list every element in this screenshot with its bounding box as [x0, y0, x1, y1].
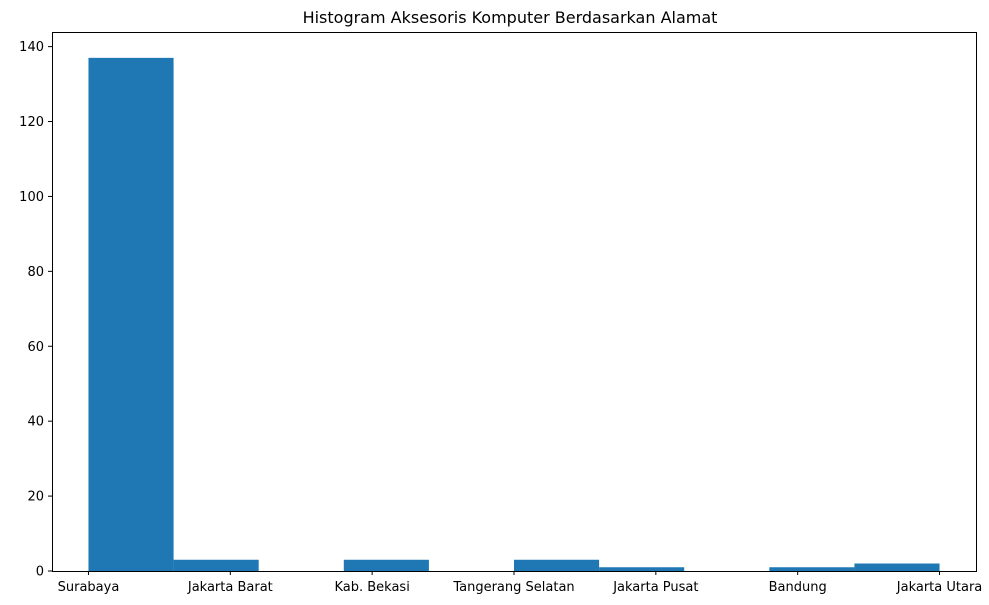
plot-frame: [52, 32, 977, 572]
y-tick-label-120: 120: [19, 115, 44, 130]
histogram-bar-9: [854, 563, 940, 571]
x-tick-label-0: Surabaya: [58, 580, 120, 595]
x-tick-label-1: Jakarta Barat: [187, 580, 273, 595]
y-tick-label-40: 40: [27, 415, 44, 430]
x-tick-label-5: Bandung: [769, 580, 827, 595]
y-tick-label-20: 20: [27, 490, 44, 505]
histogram-bar-5: [514, 559, 600, 571]
histogram-bar-6: [599, 567, 685, 571]
y-tick-label-80: 80: [27, 265, 44, 280]
x-tick-label-3: Tangerang Selatan: [452, 580, 574, 595]
histogram-bar-8: [769, 567, 855, 571]
x-tick-label-6: Jakarta Utara: [896, 580, 983, 595]
x-tick-label-2: Kab. Bekasi: [334, 580, 409, 595]
y-tick-label-0: 0: [36, 565, 44, 580]
histogram-bar-0: [88, 57, 174, 572]
histogram-bar-3: [343, 559, 429, 571]
x-axis: Surabaya Jakarta Barat Kab. Bekasi Tangeran…: [58, 571, 983, 595]
y-tick-label-60: 60: [27, 340, 44, 355]
bars-group: [88, 57, 940, 572]
histogram-bar-1: [173, 559, 259, 571]
y-tick-label-100: 100: [19, 190, 44, 205]
chart-title: Histogram Aksesoris Komputer Berdasarkan…: [303, 8, 718, 27]
y-tick-label-140: 140: [19, 40, 44, 55]
y-axis: 0 20 40 60 80 100 120 140: [19, 40, 52, 580]
x-tick-label-4: Jakarta Pusat: [612, 580, 698, 595]
